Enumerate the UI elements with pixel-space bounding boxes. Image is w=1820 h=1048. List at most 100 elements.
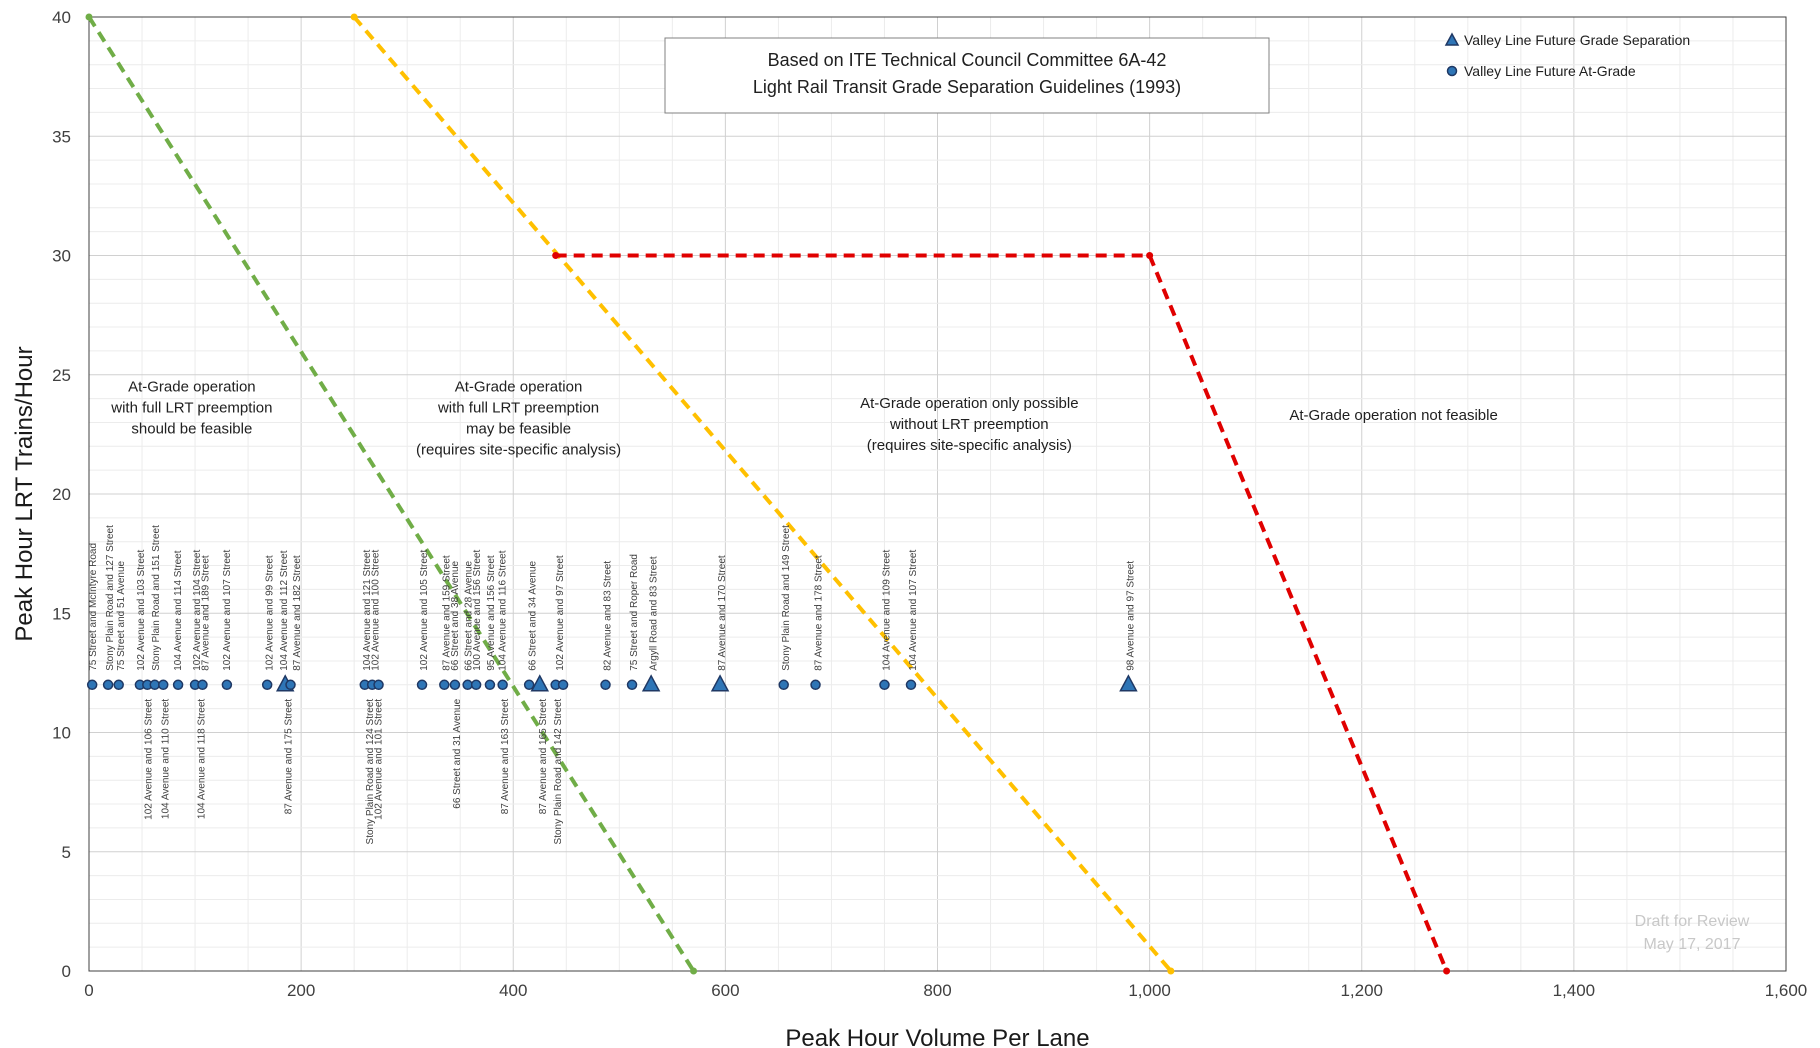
legend-entry-grade-separation: Valley Line Future Grade Separation: [1464, 32, 1690, 48]
station-label: 100 Avenue and 156 Street: [472, 550, 483, 671]
region-label-1: At-Grade operation: [128, 378, 256, 395]
at-grade-point: [879, 679, 890, 691]
at-grade-point: [905, 679, 917, 691]
boundary-line-2: [352, 15, 1173, 973]
at-grade-point: [470, 679, 482, 691]
y-tick-label: 25: [52, 366, 71, 385]
at-grade-point: [600, 679, 611, 691]
station-label: Stony Plain Road and 142 Street: [553, 699, 564, 845]
chart-title-box: Based on ITE Technical Council Committee…: [664, 37, 1270, 114]
y-tick-label: 5: [62, 843, 71, 862]
x-tick-label: 400: [499, 981, 527, 1000]
station-label: Stony Plain Road and 124 Street: [365, 699, 376, 845]
legend: Valley Line Future Grade Separation Vall…: [1444, 32, 1690, 79]
station-label: Stony Plain Road and 127 Street: [105, 525, 116, 671]
region-label-2: may be feasible: [466, 420, 571, 437]
station-label: 87 Avenue and 175 Street: [283, 699, 294, 815]
y-tick-label: 10: [52, 724, 71, 743]
at-grade-point: [778, 679, 789, 691]
station-label: 66 Street and 28 Avenue: [464, 560, 475, 670]
at-grade-point: [523, 679, 535, 691]
at-grade-point: [626, 679, 638, 691]
at-grade-point: [261, 679, 273, 691]
region-label-2: At-Grade operation: [455, 378, 583, 395]
station-label: 87 Avenue and 182 Street: [292, 555, 303, 671]
chart-title-line-2: Light Rail Transit Grade Separation Guid…: [753, 77, 1181, 97]
at-grade-point: [462, 679, 473, 691]
station-label: 102 Avenue and 104 Street: [192, 550, 203, 671]
grade-separation-point: [641, 674, 661, 692]
y-tick-label: 30: [52, 247, 71, 266]
station-label: 75 Street and Roper Road: [629, 554, 640, 671]
y-tick-label: 40: [52, 8, 71, 27]
x-axis-title: Peak Hour Volume Per Lane: [785, 1025, 1089, 1048]
at-grade-point: [172, 679, 184, 691]
legend-circle-marker: [1446, 65, 1458, 77]
x-tick-label: 1,200: [1340, 981, 1383, 1000]
station-label: 102 Avenue and 99 Street: [264, 555, 275, 671]
station-labels: 75 Street and McIntyre Road Stony Plain R…: [88, 525, 1136, 845]
data-points: [86, 674, 1138, 692]
station-label: Stony Plain Road and 151 Street: [151, 525, 162, 671]
grid-lines: [88, 16, 1787, 972]
chart-title-line-1: Based on ITE Technical Council Committee…: [768, 50, 1167, 70]
station-label: 104 Avenue and 116 Street: [498, 550, 509, 671]
boundary-vertex: [1146, 252, 1154, 259]
y-axis-title: Peak Hour LRT Trains/Hour: [11, 346, 38, 641]
station-label: 102 Avenue and 106 Street: [143, 699, 154, 820]
station-label: 104 Avenue and 118 Street: [196, 699, 207, 820]
x-tick-label: 800: [923, 981, 951, 1000]
station-label: Argyll Road and 83 Street: [648, 556, 659, 671]
station-label: 66 Street and 31 Avenue: [452, 698, 463, 808]
station-label: 87 Avenue and 159 Street: [441, 555, 452, 671]
at-grade-point: [497, 679, 508, 691]
station-label: 87 Avenue and 163 Street: [500, 699, 511, 815]
region-label-2: with full LRT preemption: [437, 399, 599, 416]
at-grade-point: [449, 679, 461, 691]
station-label: Stony Plain Road and 149 Street: [781, 525, 792, 671]
station-label: 95 Avenue and 156 Street: [486, 555, 497, 671]
at-grade-point: [484, 679, 496, 691]
region-annotations: At-Grade operation with full LRT preempti…: [110, 378, 1498, 458]
draft-watermark: Draft for Review May 17, 2017: [1635, 913, 1750, 953]
at-grade-point: [373, 679, 384, 691]
grade-separation-point: [1119, 674, 1138, 692]
legend-triangle-marker: [1444, 32, 1460, 46]
at-grade-point: [149, 679, 161, 691]
station-label: 102 Avenue and 97 Street: [555, 555, 566, 671]
station-label: 102 Avenue and 100 Street: [370, 550, 381, 671]
boundary-vertex: [1167, 967, 1175, 975]
station-label: 82 Avenue and 83 Street: [603, 561, 614, 671]
legend-entry-at-grade: Valley Line Future At-Grade: [1464, 63, 1636, 79]
station-label: 102 Avenue and 103 Street: [136, 550, 147, 671]
station-label: 66 Street and 34 Avenue: [527, 560, 538, 670]
station-label: 98 Avenue and 97 Street: [1126, 561, 1137, 671]
plot-frame: [88, 16, 1787, 972]
region-label-1: should be feasible: [131, 420, 252, 437]
station-label: 104 Avenue and 114 Street: [173, 550, 184, 671]
x-tick-label: 0: [84, 981, 93, 1000]
axis-ticks: 0 200 400 600 800 1,000 1,200 1,400 1,600 0 5 10 15 2…: [52, 8, 1807, 1000]
station-label: 87 Avenue and 178 Street: [814, 555, 825, 671]
at-grade-point: [416, 679, 428, 691]
boundary-vertex: [1443, 967, 1451, 975]
station-label: 87 Avenue and 189 Street: [201, 555, 212, 671]
boundary-vertex: [85, 13, 93, 21]
region-label-3: (requires site-specific analysis): [867, 437, 1072, 454]
region-label-3: At-Grade operation only possible: [860, 395, 1078, 412]
station-label: 102 Avenue and 101 Street: [374, 699, 385, 820]
at-grade-point: [810, 679, 821, 691]
at-grade-point: [113, 679, 124, 691]
station-label: 87 Avenue and 165 Street: [538, 699, 549, 815]
y-tick-label: 35: [52, 127, 71, 146]
station-label: 104 Avenue and 110 Street: [160, 699, 171, 820]
at-grade-point: [221, 679, 233, 691]
x-tick-label: 200: [287, 981, 315, 1000]
station-label: 87 Avenue and 170 Street: [717, 555, 728, 671]
station-label: 104 Avenue and 121 Street: [362, 550, 373, 671]
at-grade-point: [285, 679, 296, 691]
at-grade-point: [86, 679, 98, 691]
at-grade-point: [157, 679, 169, 691]
station-label: 66 Street and 38 Avenue: [450, 560, 461, 670]
